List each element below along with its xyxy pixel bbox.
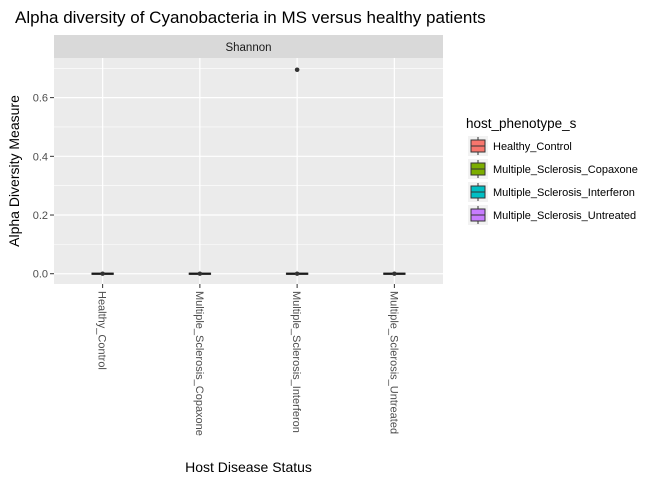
facet-strip-label: Shannon (225, 42, 271, 54)
x-axis-title: Host Disease Status (185, 459, 312, 475)
y-tick-label: 0.2 (33, 210, 48, 222)
legend-label: Multiple_Sclerosis_Copaxone (493, 164, 638, 176)
plot-panel (54, 58, 443, 284)
legend-item: Multiple_Sclerosis_Untreated (468, 205, 636, 225)
box-point (392, 271, 397, 276)
x-axis-ticks: Healthy_Control Multiple_Sclerosis_Copaxo… (96, 284, 399, 436)
legend-label: Multiple_Sclerosis_Untreated (493, 210, 636, 222)
boxplot-Healthy_Control (91, 271, 114, 276)
grid-lines (54, 58, 443, 284)
x-tick-label: Healthy_Control (96, 291, 108, 370)
legend-title: host_phenotype_s (466, 116, 577, 131)
legend-item: Healthy_Control (468, 136, 572, 156)
facet-strip (54, 35, 443, 58)
x-tick-label: Multiple_Sclerosis_Copaxone (193, 291, 205, 436)
y-axis-ticks: 0.0 0.2 0.4 0.6 (33, 93, 54, 281)
y-tick-label: 0.0 (33, 269, 48, 281)
box-point (197, 271, 203, 276)
boxplot-Multiple_Sclerosis_Copaxone (188, 271, 212, 276)
outlier-point (294, 67, 300, 73)
legend-item: Multiple_Sclerosis_Interferon (468, 182, 635, 202)
x-tick-label: Multiple_Sclerosis_Interferon (290, 291, 302, 433)
chart-title: Alpha diversity of Cyanobacteria in MS v… (15, 8, 486, 27)
box-point (100, 271, 105, 276)
legend-label: Multiple_Sclerosis_Interferon (493, 187, 635, 199)
y-axis-title: Alpha Diversity Measure (6, 95, 22, 247)
boxplot-Multiple_Sclerosis_Interferon (285, 67, 309, 276)
box-point (294, 271, 300, 276)
legend: host_phenotype_s Healthy_Control Multiple… (466, 116, 638, 225)
x-tick-label: Multiple_Sclerosis_Untreated (387, 291, 399, 434)
legend-item: Multiple_Sclerosis_Copaxone (468, 159, 638, 179)
boxplots (91, 67, 406, 276)
legend-label: Healthy_Control (493, 141, 572, 153)
y-tick-label: 0.4 (33, 151, 48, 163)
boxplot-Multiple_Sclerosis_Untreated (383, 271, 406, 276)
y-tick-label: 0.6 (33, 93, 48, 105)
